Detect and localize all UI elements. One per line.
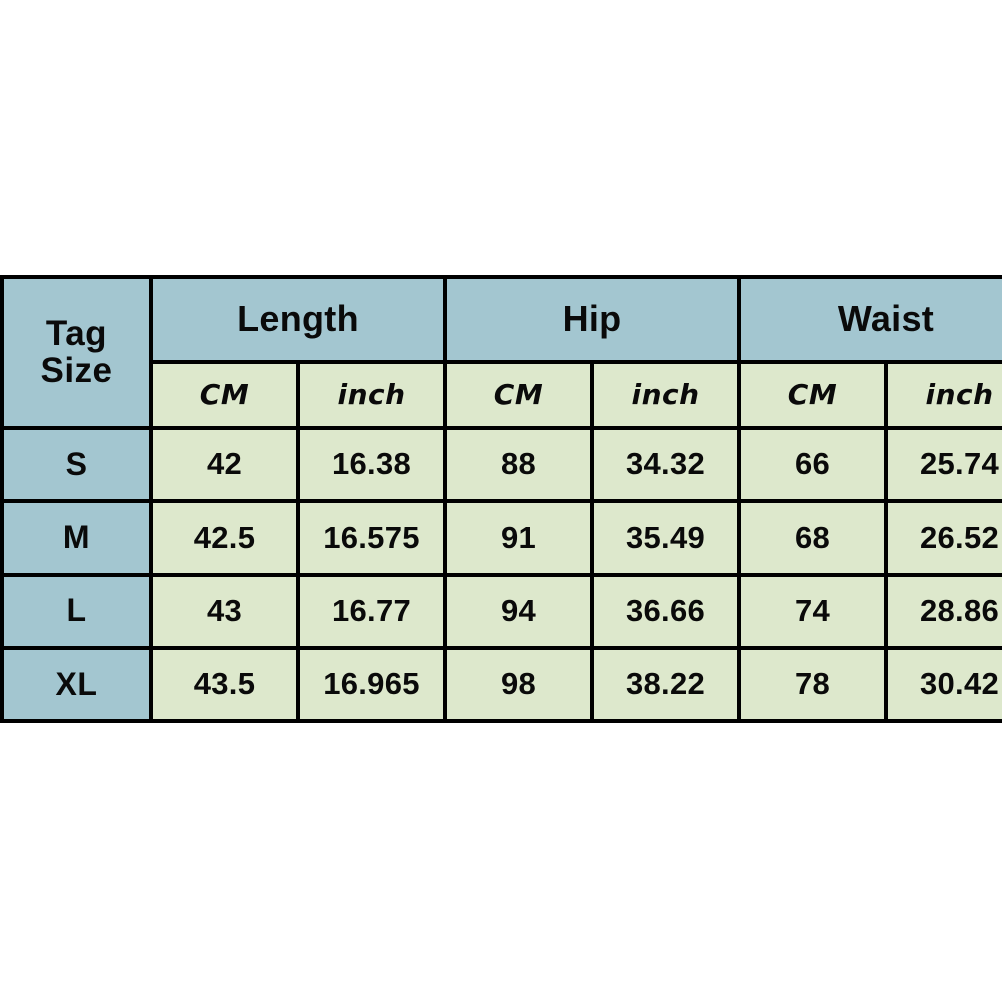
- cell-length-inch: 16.965: [300, 649, 443, 719]
- corner-header-line2: Size: [40, 350, 113, 390]
- cell-hip-cm: 91: [447, 503, 590, 573]
- unit-header-hip-inch: inch: [594, 363, 738, 427]
- cell-hip-inch: 35.49: [594, 503, 738, 573]
- cell-length-cm: 42: [153, 430, 296, 500]
- table-header-row-groups: Tag Size Length Hip Waist: [4, 279, 1002, 427]
- corner-header-line1: Tag: [45, 313, 108, 353]
- cell-waist-inch: 25.74: [888, 430, 1002, 500]
- cell-length-cm: 43.5: [153, 649, 296, 719]
- group-header-length: Length: [153, 279, 443, 360]
- cell-length-cm: 43: [153, 576, 296, 646]
- cell-waist-cm: 68: [741, 503, 885, 573]
- cell-waist-inch: 28.86: [888, 576, 1002, 646]
- table-row: XL 43.5 16.965 98 38.22 78 30.42: [4, 649, 1002, 719]
- table-row: L 43 16.77 94 36.66 74 28.86: [4, 576, 1002, 646]
- cell-length-inch: 16.575: [300, 503, 443, 573]
- cell-length-cm: 42.5: [153, 503, 296, 573]
- cell-waist-cm: 74: [741, 576, 885, 646]
- cell-hip-cm: 94: [447, 576, 590, 646]
- cell-hip-inch: 36.66: [594, 576, 738, 646]
- corner-header-tag-size: Tag Size: [4, 279, 149, 427]
- size-label: M: [4, 503, 149, 573]
- cell-hip-cm: 88: [447, 430, 590, 500]
- cell-waist-inch: 26.52: [888, 503, 1002, 573]
- cell-waist-cm: 66: [741, 430, 885, 500]
- size-label: L: [4, 576, 149, 646]
- size-chart-table: Tag Size Length Hip Waist CM inch CM inc…: [0, 275, 1002, 723]
- group-header-waist: Waist: [741, 279, 1002, 360]
- cell-hip-inch: 34.32: [594, 430, 738, 500]
- table-row: S 42 16.38 88 34.32 66 25.74: [4, 430, 1002, 500]
- size-chart-container: Tag Size Length Hip Waist CM inch CM inc…: [0, 275, 1002, 723]
- cell-hip-cm: 98: [447, 649, 590, 719]
- cell-length-inch: 16.38: [300, 430, 443, 500]
- cell-waist-cm: 78: [741, 649, 885, 719]
- group-header-hip: Hip: [447, 279, 738, 360]
- unit-header-hip-cm: CM: [447, 363, 590, 427]
- table-header-row-units: CM inch CM inch CM inch: [4, 363, 1002, 427]
- unit-header-length-inch: inch: [300, 363, 443, 427]
- cell-length-inch: 16.77: [300, 576, 443, 646]
- size-label: XL: [4, 649, 149, 719]
- table-row: M 42.5 16.575 91 35.49 68 26.52: [4, 503, 1002, 573]
- cell-waist-inch: 30.42: [888, 649, 1002, 719]
- unit-header-waist-cm: CM: [741, 363, 885, 427]
- unit-header-waist-inch: inch: [888, 363, 1002, 427]
- cell-hip-inch: 38.22: [594, 649, 738, 719]
- size-label: S: [4, 430, 149, 500]
- unit-header-length-cm: CM: [153, 363, 296, 427]
